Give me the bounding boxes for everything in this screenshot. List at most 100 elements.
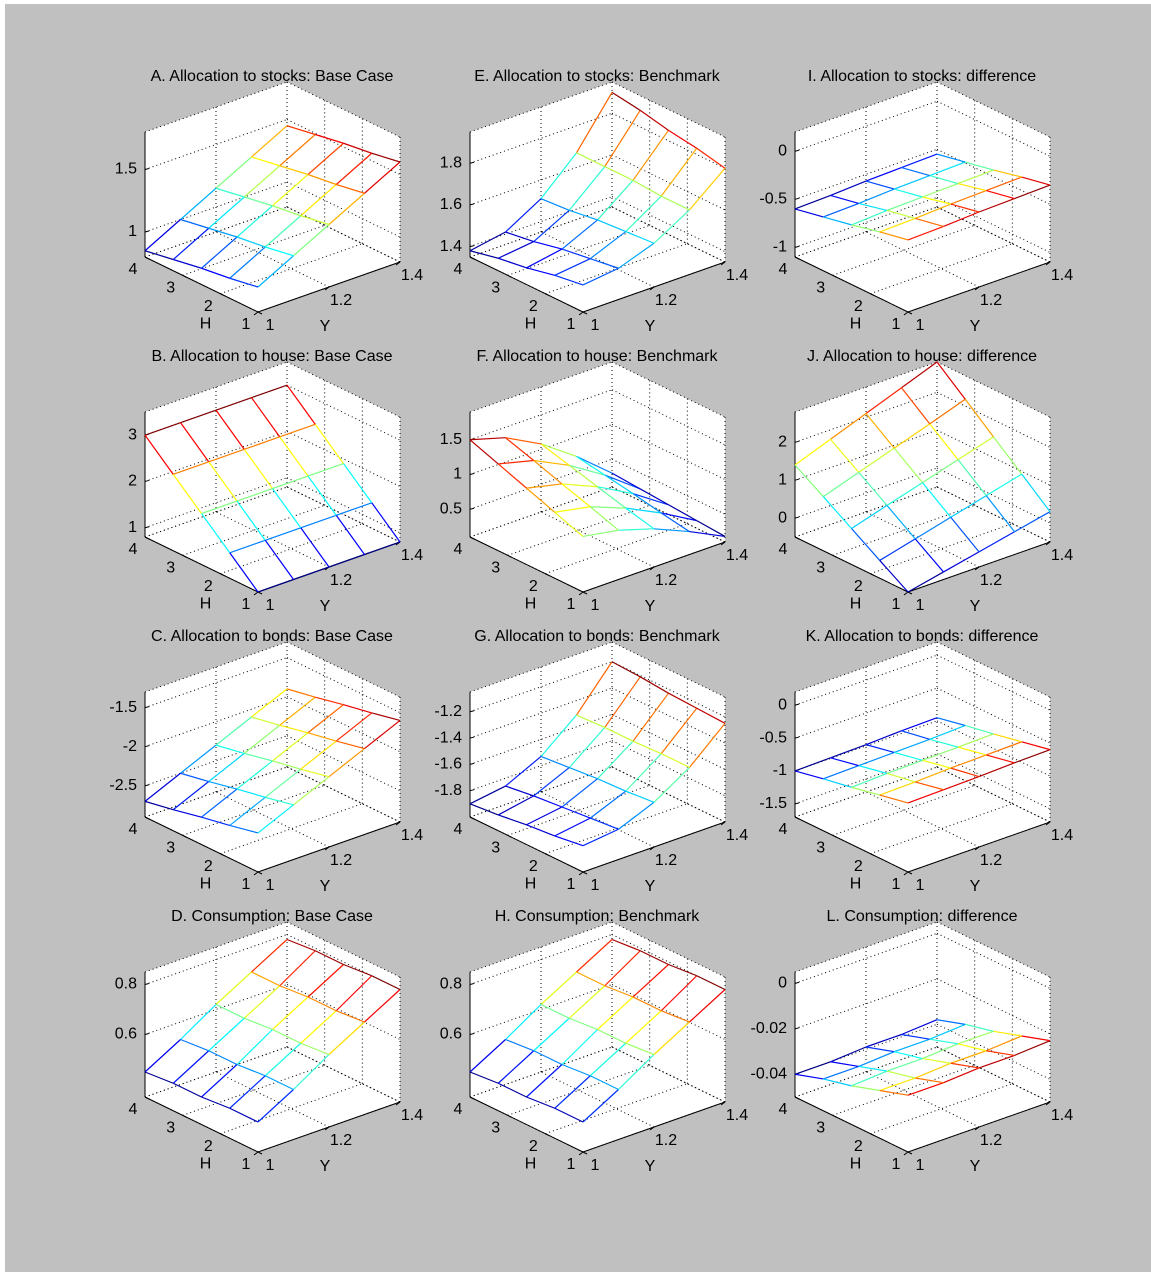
mesh-segment bbox=[582, 267, 619, 286]
back-wall bbox=[145, 362, 287, 537]
mesh-segment bbox=[851, 1070, 888, 1087]
mesh-segment bbox=[244, 436, 280, 450]
x-tick-label: 1.4 bbox=[401, 1107, 423, 1124]
mesh-segment bbox=[858, 751, 895, 767]
mesh-segment bbox=[907, 571, 944, 593]
y-tick-label: 4 bbox=[129, 541, 138, 558]
mesh-segment bbox=[639, 676, 669, 694]
mesh-segment bbox=[794, 194, 831, 210]
mesh-segment bbox=[830, 413, 867, 440]
grid-line bbox=[286, 766, 401, 823]
grid-line bbox=[936, 429, 1051, 486]
back-wall bbox=[795, 642, 937, 817]
mesh-segment bbox=[893, 447, 923, 484]
x-tick-label: 1.2 bbox=[655, 572, 677, 589]
mesh-segment bbox=[300, 1010, 337, 1044]
mesh-segment bbox=[505, 231, 534, 243]
tick-mark bbox=[720, 261, 726, 266]
x-tick-label: 1.4 bbox=[726, 267, 748, 284]
tick-mark bbox=[578, 591, 584, 596]
mesh-segment bbox=[922, 759, 951, 769]
y-axis-label: H bbox=[850, 316, 862, 333]
mesh-segment bbox=[286, 384, 316, 425]
mesh-segment bbox=[894, 174, 930, 190]
z-tick-label: -1.8 bbox=[434, 782, 462, 799]
y-tick-label: 2 bbox=[204, 858, 213, 875]
side-wall bbox=[937, 922, 1050, 1102]
x-tick-label: 1.4 bbox=[1051, 547, 1073, 564]
mesh-segment bbox=[236, 760, 273, 790]
mesh-segment bbox=[469, 1039, 506, 1073]
tick-mark bbox=[582, 311, 588, 315]
mesh-segment bbox=[950, 495, 987, 518]
y-axis-label: H bbox=[525, 1156, 537, 1173]
mesh-segment bbox=[604, 726, 634, 742]
grid-line bbox=[286, 486, 401, 543]
mesh-segment bbox=[286, 688, 316, 698]
tick-mark bbox=[545, 1133, 550, 1137]
tick-mark bbox=[545, 853, 550, 857]
tick-mark bbox=[649, 846, 655, 851]
mesh-segment bbox=[1021, 473, 1051, 513]
z-tick-label: -0.02 bbox=[751, 1020, 788, 1037]
mesh-segment bbox=[689, 989, 726, 1023]
y-tick-label: 2 bbox=[529, 1138, 538, 1155]
grid-line bbox=[215, 791, 330, 848]
mesh-segment bbox=[830, 744, 867, 759]
mesh-segment bbox=[823, 1065, 859, 1080]
mesh-segment bbox=[272, 475, 309, 490]
mesh-segment bbox=[561, 1063, 591, 1077]
z-tick-label: 1.6 bbox=[440, 196, 462, 213]
mesh-segment bbox=[307, 704, 344, 734]
mesh-segment bbox=[661, 512, 697, 522]
floor bbox=[470, 767, 725, 872]
tick-mark bbox=[794, 197, 800, 200]
x-tick-label: 1.4 bbox=[1051, 827, 1073, 844]
tick-mark bbox=[469, 983, 475, 985]
mesh-segment bbox=[180, 744, 217, 774]
mesh-segment bbox=[894, 1038, 930, 1053]
mesh-segment bbox=[251, 384, 288, 399]
mesh-segment bbox=[589, 506, 619, 531]
tick-mark bbox=[469, 536, 475, 540]
mesh-segment bbox=[244, 1017, 273, 1031]
mesh-segment bbox=[201, 267, 230, 279]
mesh-segment bbox=[668, 504, 698, 522]
mesh-segment bbox=[343, 704, 372, 714]
tick-mark bbox=[870, 573, 875, 577]
mesh-segment bbox=[625, 231, 655, 244]
mesh-segment bbox=[589, 231, 627, 260]
mesh-segment bbox=[915, 217, 944, 228]
grid-line bbox=[611, 154, 726, 211]
mesh-segment bbox=[257, 1089, 294, 1123]
tick-mark bbox=[507, 554, 512, 558]
mesh-segment bbox=[257, 804, 294, 834]
tick-mark bbox=[220, 1133, 225, 1137]
chart-title: L. Consumption: difference bbox=[827, 908, 1018, 925]
mesh-segment bbox=[922, 459, 959, 484]
tick-mark bbox=[974, 846, 980, 851]
mesh-segment bbox=[823, 1078, 852, 1087]
mesh-segment bbox=[668, 963, 697, 977]
mesh-segment bbox=[569, 464, 605, 476]
mesh-segment bbox=[533, 1050, 563, 1066]
mesh-segment bbox=[526, 267, 555, 276]
mesh-segment bbox=[907, 1082, 944, 1096]
tick-mark bbox=[395, 1101, 401, 1106]
mesh-segment bbox=[886, 482, 923, 506]
y-tick-label: 4 bbox=[454, 541, 463, 558]
mesh-segment bbox=[993, 1030, 1022, 1037]
mesh-segment bbox=[343, 142, 372, 154]
mesh-segment bbox=[639, 950, 669, 966]
mesh-segment bbox=[830, 194, 859, 205]
mesh-segment bbox=[597, 219, 626, 233]
y-axis-label: H bbox=[850, 1156, 862, 1173]
mesh-segment bbox=[533, 1017, 570, 1052]
mesh-segment bbox=[279, 724, 309, 734]
mesh-segment bbox=[505, 756, 542, 787]
side-wall bbox=[937, 642, 1050, 822]
mesh-segment bbox=[554, 511, 584, 537]
mesh-segment bbox=[229, 796, 266, 826]
side-wall bbox=[612, 362, 725, 542]
mesh-segment bbox=[582, 828, 619, 847]
